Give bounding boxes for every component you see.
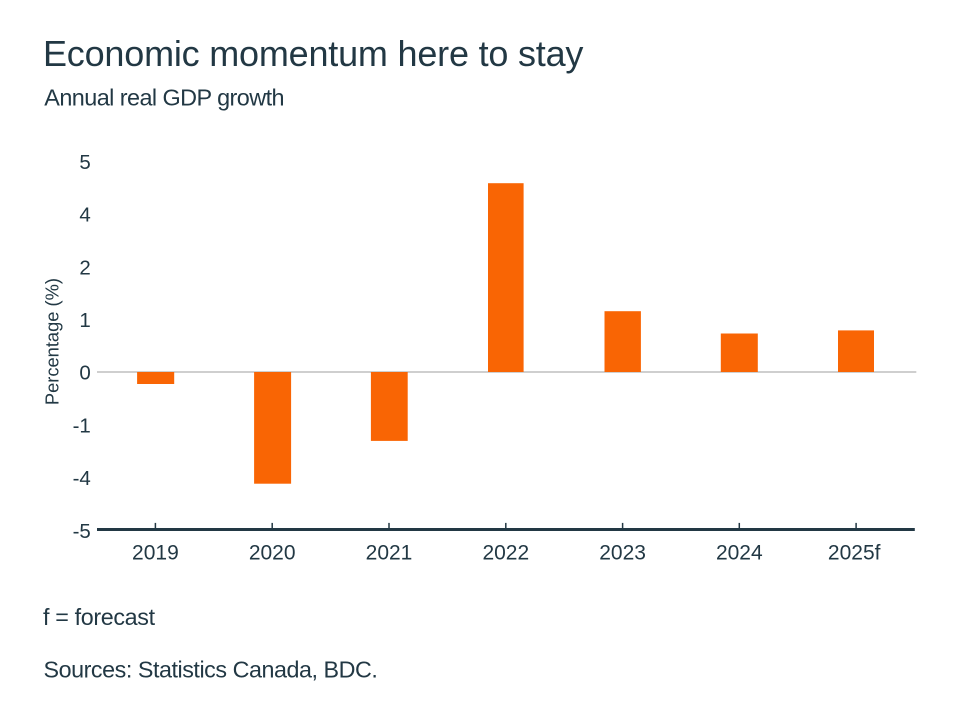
svg-text:-4: -4 (73, 467, 91, 490)
svg-text:Sources: Statistics Canada, BD: Sources: Statistics Canada, BDC. (44, 656, 378, 682)
svg-text:2025f: 2025f (828, 542, 881, 565)
svg-text:Percentage (%): Percentage (%) (42, 278, 63, 405)
svg-text:-1: -1 (73, 414, 91, 437)
svg-text:2020: 2020 (249, 542, 296, 565)
svg-text:2019: 2019 (132, 542, 179, 565)
svg-text:2021: 2021 (366, 542, 413, 565)
svg-text:4: 4 (79, 204, 90, 227)
svg-text:2023: 2023 (599, 542, 646, 565)
svg-text:2024: 2024 (716, 542, 763, 565)
svg-text:2022: 2022 (482, 542, 529, 565)
svg-text:Economic momentum here to stay: Economic momentum here to stay (43, 33, 583, 74)
svg-text:-5: -5 (73, 520, 91, 543)
svg-text:5: 5 (79, 151, 90, 174)
svg-text:f = forecast: f = forecast (43, 604, 156, 630)
svg-text:Annual real GDP growth: Annual real GDP growth (44, 85, 284, 111)
svg-text:1: 1 (79, 309, 90, 332)
svg-text:2: 2 (79, 256, 90, 279)
svg-text:0: 0 (79, 362, 90, 385)
